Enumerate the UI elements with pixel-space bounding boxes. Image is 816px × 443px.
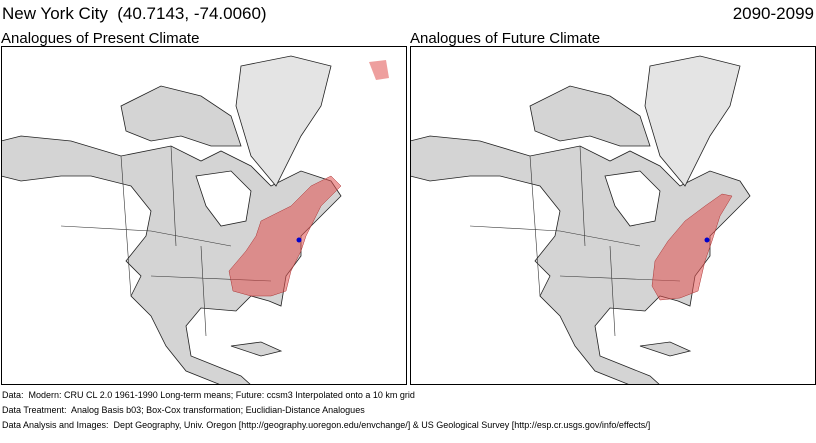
location-title: New York City (40.7143, -74.0060) xyxy=(2,4,267,23)
analog-region xyxy=(369,60,389,80)
panel-title: Analogues of Present Climate xyxy=(1,30,200,47)
footer-note: Data Analysis and Images: Dept Geography… xyxy=(2,420,651,430)
panel-title: Analogues of Future Climate xyxy=(410,30,601,47)
map-future xyxy=(410,46,816,385)
footer-note: Data Treatment: Analog Basis b03; Box-Co… xyxy=(2,405,365,415)
location-marker xyxy=(704,237,710,243)
analog-region xyxy=(228,175,342,297)
base-map xyxy=(410,46,816,385)
period: 2090-2099 xyxy=(732,4,814,23)
base-map xyxy=(1,46,407,385)
footer-note: Data: Modern: CRU CL 2.0 1961-1990 Long-… xyxy=(2,390,415,400)
analog-region xyxy=(651,193,733,301)
map-present xyxy=(1,46,407,385)
location-marker xyxy=(296,237,302,243)
